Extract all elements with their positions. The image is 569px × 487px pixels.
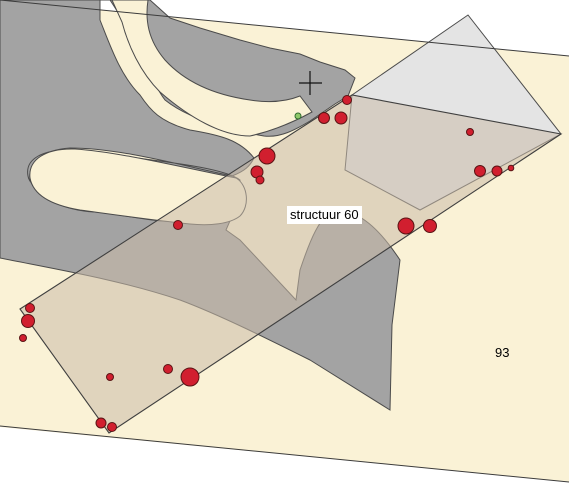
boundary-line (0, 0, 569, 57)
archaeological-feature[interactable] (423, 219, 437, 233)
archaeological-feature[interactable] (180, 367, 200, 387)
crosshair-cursor-icon (299, 71, 322, 95)
archaeological-feature[interactable] (19, 334, 27, 342)
archaeological-feature[interactable] (397, 217, 415, 235)
archaeological-feature[interactable] (258, 147, 276, 165)
archaeological-feature[interactable] (95, 417, 107, 429)
structure-label: structuur 60 (287, 206, 362, 224)
parcel-number-label: 93 (495, 345, 510, 360)
archaeological-feature[interactable] (255, 175, 265, 185)
point-marker[interactable] (294, 112, 302, 120)
archaeological-feature[interactable] (466, 128, 474, 136)
archaeological-feature[interactable] (334, 111, 348, 125)
cream-channel (111, 0, 313, 137)
archaeological-feature[interactable] (25, 303, 35, 313)
archaeological-feature[interactable] (21, 314, 35, 328)
archaeological-feature[interactable] (173, 220, 183, 230)
archaeological-feature[interactable] (163, 364, 173, 374)
boundary-line (0, 425, 569, 483)
archaeological-feature[interactable] (342, 95, 352, 105)
archaeological-feature[interactable] (107, 422, 117, 432)
archaeological-feature[interactable] (474, 165, 486, 177)
archaeological-feature[interactable] (491, 165, 503, 177)
archaeological-feature[interactable] (318, 112, 330, 124)
excavation-trench (19, 94, 563, 434)
archaeological-feature[interactable] (106, 373, 114, 381)
archaeological-feature[interactable] (507, 164, 515, 172)
bottom-white-triangle (0, 427, 569, 487)
feature-layer (19, 95, 515, 432)
